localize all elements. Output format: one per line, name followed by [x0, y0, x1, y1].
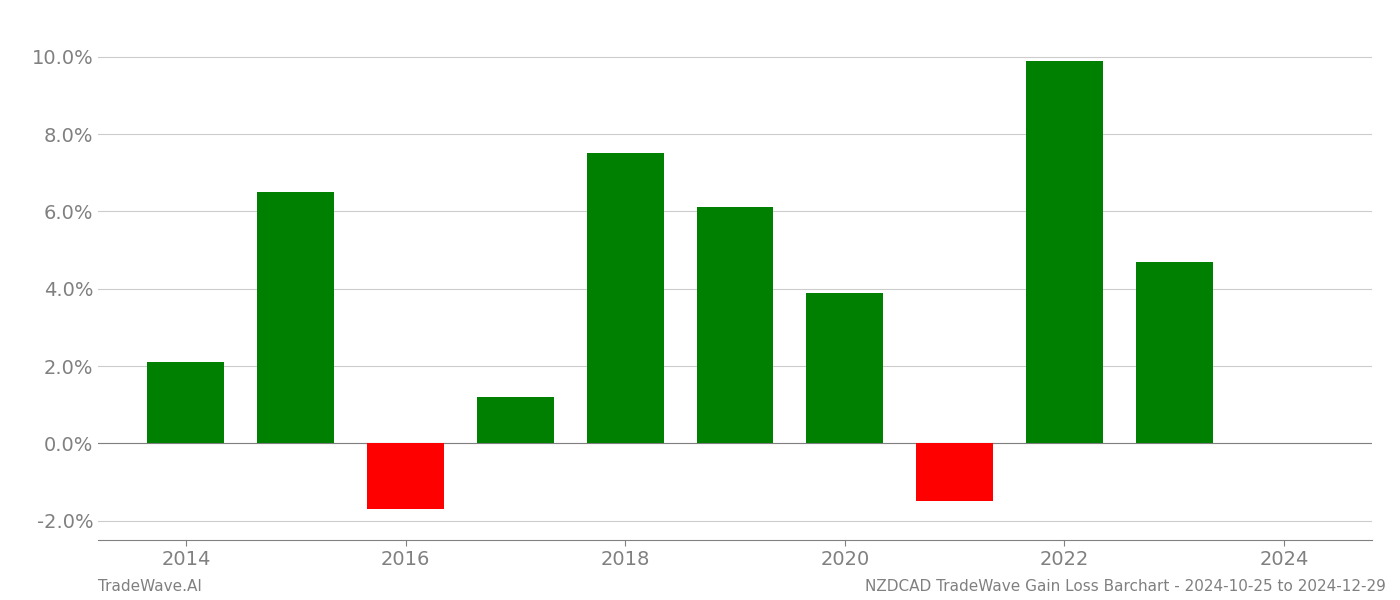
Bar — [1026, 61, 1103, 443]
Bar — [147, 362, 224, 443]
Bar — [806, 293, 883, 443]
Bar — [367, 443, 444, 509]
Bar — [587, 154, 664, 443]
Text: NZDCAD TradeWave Gain Loss Barchart - 2024-10-25 to 2024-12-29: NZDCAD TradeWave Gain Loss Barchart - 20… — [865, 579, 1386, 594]
Text: TradeWave.AI: TradeWave.AI — [98, 579, 202, 594]
Bar — [477, 397, 554, 443]
Bar — [1135, 262, 1212, 443]
Bar — [258, 192, 335, 443]
Bar — [916, 443, 993, 502]
Bar — [697, 208, 773, 443]
